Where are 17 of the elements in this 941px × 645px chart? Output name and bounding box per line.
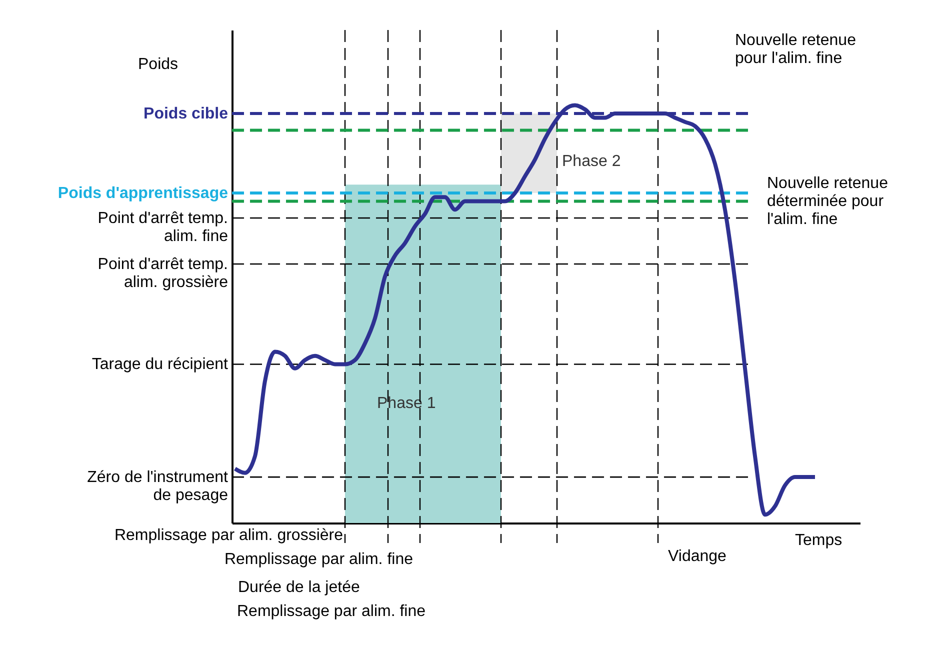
x-axis-title: Temps [795,532,842,549]
text: Remplissage par alim. fine [224,551,414,568]
ref-line-label: Point d'arrêt temp. alim. fine [98,210,228,246]
ref-line-label: Poids d'apprentissage [58,184,228,202]
band-label: Phase 1 [377,395,436,412]
band-label: Phase 2 [562,153,621,170]
text: Vidange [668,548,727,565]
ref-line-label: Poids cible [144,106,228,123]
ref-line-label: Tarage du récipient [92,356,229,374]
text: Remplissage par alim. grossière [114,527,344,544]
text: Remplissage par alim. fine [237,603,426,620]
text: Nouvelle retenue pour l'alim. fine [735,32,856,67]
annotation: Nouvelle retenue déterminée pour l'alim. fine [767,175,888,228]
ref-line-label: Zéro de l'instrument de pesage [87,469,229,504]
ref-line-label: Point d'arrêt temp. alim. grossière [98,256,228,291]
text: Durée de la jetée [238,579,360,596]
y-axis-title: Poids [138,56,178,73]
